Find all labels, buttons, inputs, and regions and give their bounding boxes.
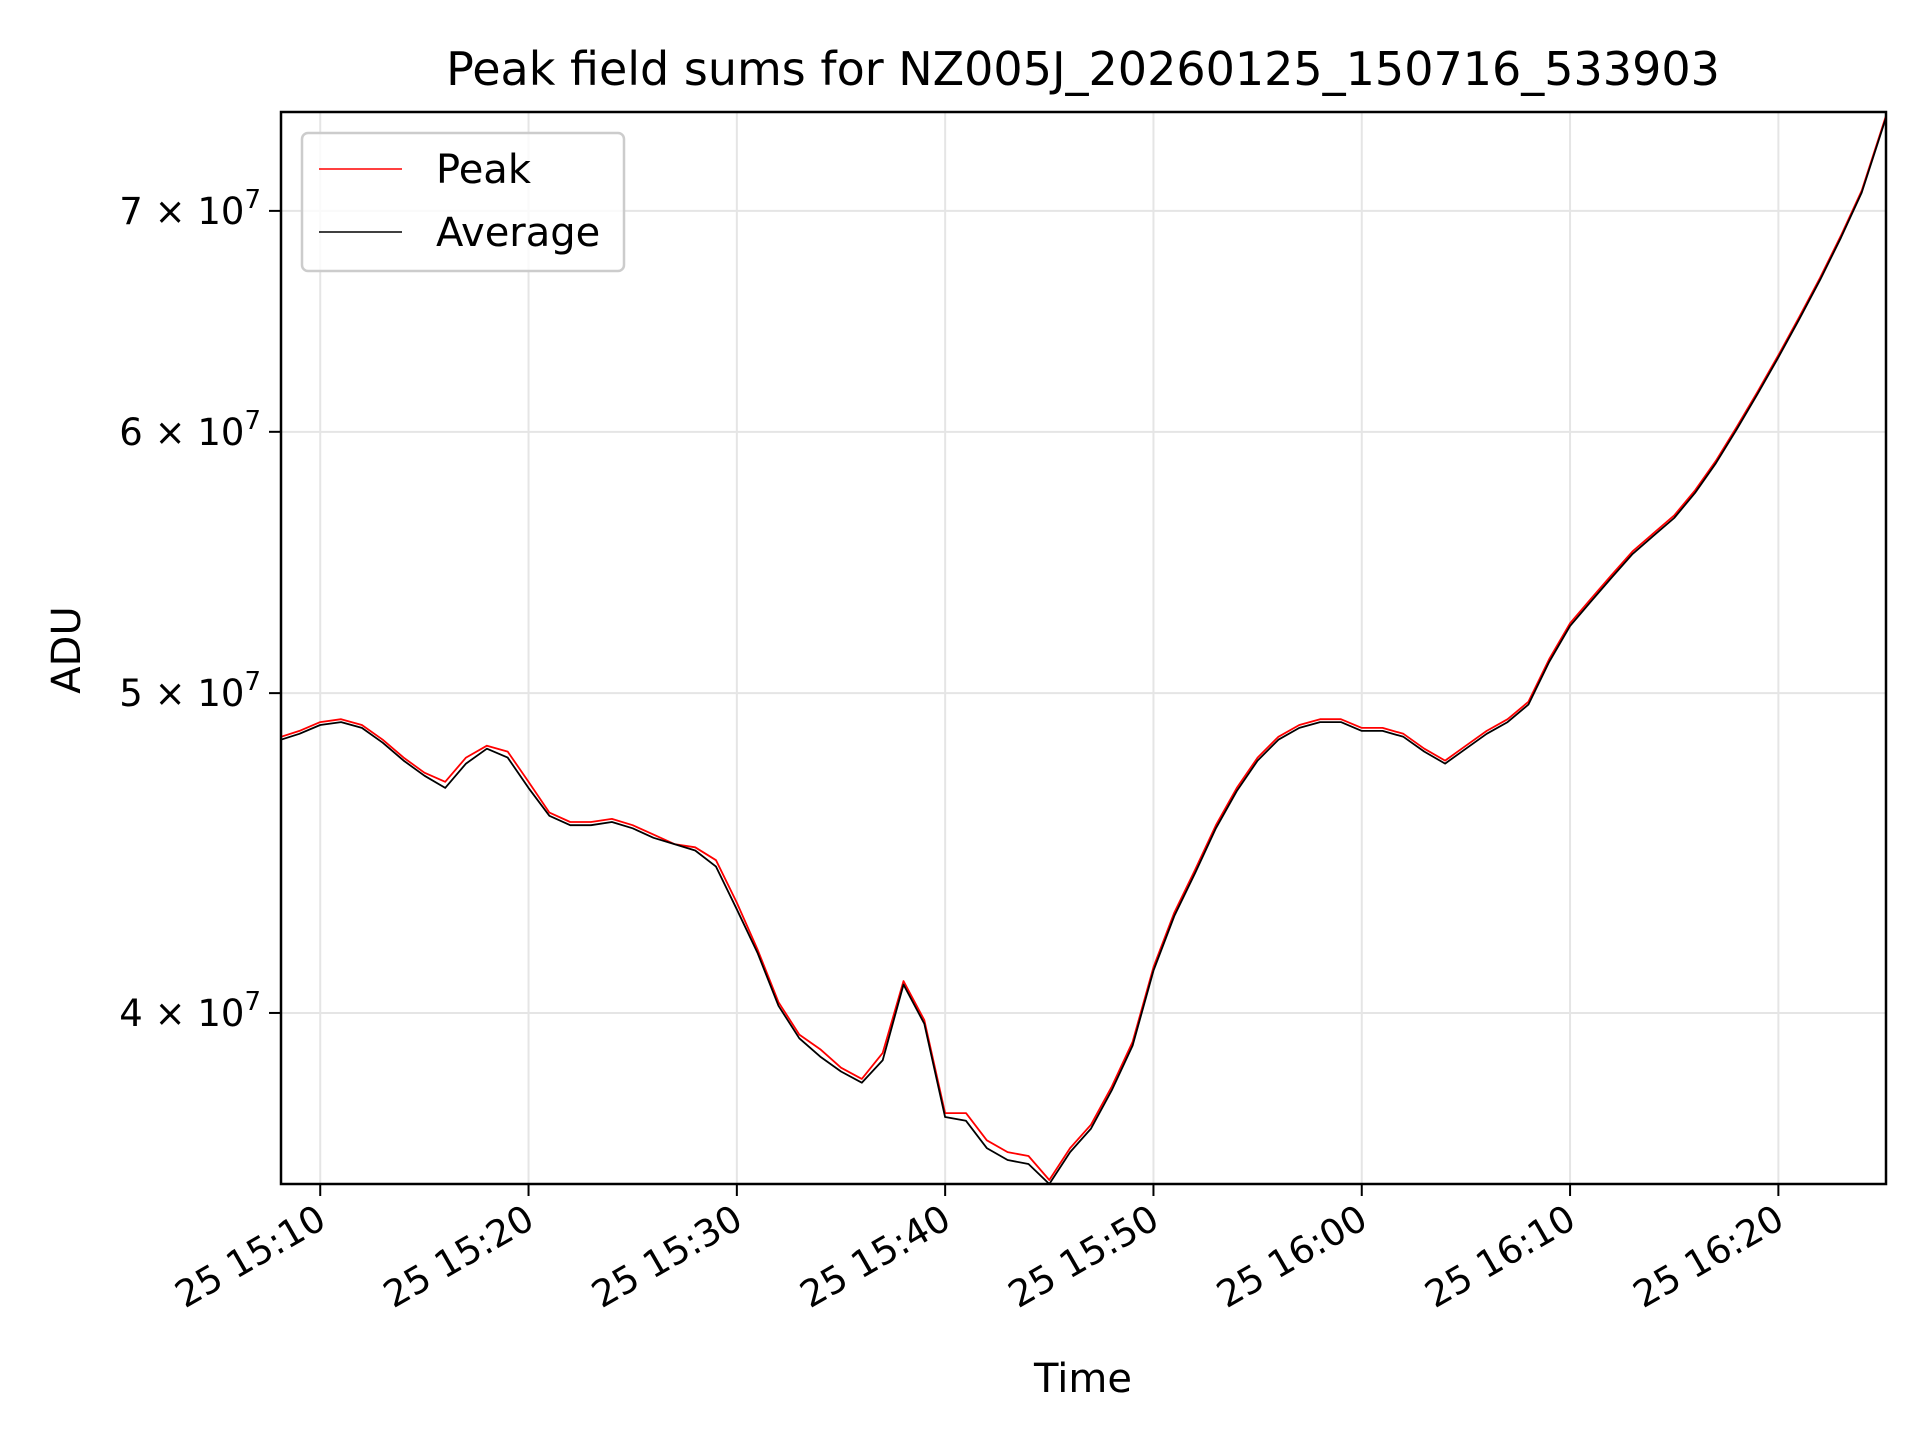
- y-tick-exponent: 7: [244, 667, 261, 697]
- legend-label-average: Average: [436, 210, 600, 256]
- y-axis-label: ADU: [44, 606, 90, 693]
- grid: [281, 112, 1886, 1184]
- y-tick-exponent: 7: [244, 987, 261, 1017]
- y-tick-label: 6 × 107: [119, 406, 261, 454]
- y-tick-mantissa: 5 × 10: [119, 672, 244, 715]
- x-axis-label: Time: [1033, 1356, 1132, 1402]
- legend: Peak Average: [300, 131, 626, 273]
- plot-frame: [279, 110, 1888, 1186]
- y-tick-label: 4 × 107: [119, 987, 261, 1035]
- chart-title: Peak field sums for NZ005J_20260125_1507…: [446, 42, 1720, 96]
- y-tick-mantissa: 6 × 10: [119, 411, 244, 454]
- y-tick-mantissa: 7 × 10: [119, 190, 244, 233]
- y-tick-label: 7 × 107: [119, 185, 261, 233]
- y-tick-exponent: 7: [244, 185, 261, 215]
- y-tick-label: 5 × 107: [119, 667, 261, 715]
- y-tick-exponent: 7: [244, 406, 261, 436]
- series-line-average: [280, 117, 1887, 1185]
- series-layer: [280, 115, 1887, 1185]
- series-line-peak: [280, 115, 1887, 1181]
- legend-box: [300, 131, 626, 273]
- y-tick-mantissa: 4 × 10: [119, 992, 244, 1035]
- legend-label-peak: Peak: [436, 147, 532, 193]
